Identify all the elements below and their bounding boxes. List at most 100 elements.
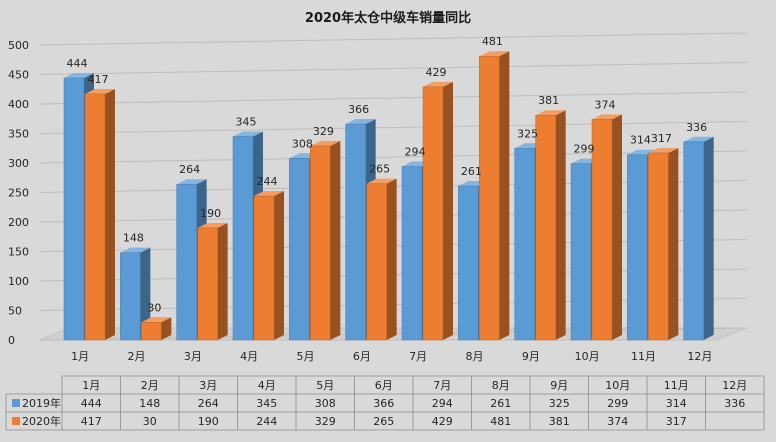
data-label: 264 [179, 163, 200, 176]
x-tick-label: 2月 [128, 350, 146, 363]
bar-front [253, 195, 275, 341]
data-label: 381 [538, 94, 559, 107]
bar [422, 81, 453, 341]
table-value-cell: 325 [549, 397, 570, 410]
y-tick-label: 0 [8, 334, 15, 347]
data-label: 190 [200, 207, 221, 220]
bar [141, 317, 172, 341]
bar-front [627, 154, 648, 341]
bar-front [310, 145, 331, 341]
table-value-cell: 190 [198, 415, 219, 428]
bar-front [535, 114, 556, 341]
x-tick-label: 10月 [575, 350, 600, 363]
bar-side [105, 88, 115, 340]
bar [683, 136, 714, 341]
gridline [39, 121, 747, 134]
x-tick-label: 1月 [71, 350, 89, 363]
bar-side [386, 178, 397, 340]
data-label: 325 [517, 127, 538, 140]
y-tick-label: 400 [8, 98, 29, 111]
data-label: 314 [630, 134, 651, 147]
bar-front [479, 55, 500, 341]
legend-swatch [12, 417, 20, 425]
y-tick-label: 450 [8, 69, 29, 82]
bar-front [84, 93, 106, 341]
bar-side [612, 114, 622, 340]
bar-top [176, 179, 207, 185]
table-value-cell: 148 [139, 397, 160, 410]
bar-top [64, 73, 94, 79]
data-label: 294 [405, 146, 426, 159]
table-value-cell: 481 [490, 415, 511, 428]
gridline [39, 32, 747, 46]
table-value-cell: 244 [256, 415, 277, 428]
bar-top [120, 247, 151, 253]
y-tick-label: 250 [8, 187, 29, 200]
legend-entry: 2020年 [22, 414, 61, 428]
bar [366, 178, 397, 341]
data-label: 481 [482, 35, 503, 48]
bar-front [570, 163, 592, 341]
bar-top [479, 51, 510, 57]
bar-top [366, 178, 397, 184]
data-label: 244 [257, 175, 278, 188]
y-tick-label: 200 [8, 216, 29, 229]
bar-top [197, 222, 228, 228]
table-value-cell: 261 [490, 397, 511, 410]
bar [197, 222, 228, 341]
bar-top [648, 147, 679, 153]
y-tick-label: 100 [8, 275, 29, 288]
table-value-cell: 429 [432, 415, 453, 428]
table-header-cell: 12月 [722, 379, 747, 392]
table-header-cell: 1月 [82, 379, 100, 392]
data-label: 366 [348, 103, 369, 116]
bar-front [401, 166, 423, 341]
table-value-cell: 366 [373, 397, 394, 410]
bar-front [366, 183, 387, 341]
bar [84, 88, 115, 341]
bar-front [458, 185, 479, 341]
bar-top [141, 317, 172, 323]
data-label: 417 [88, 73, 109, 86]
bar-side [703, 136, 714, 340]
legend-entry: 2019年 [22, 396, 61, 410]
table-header-cell: 6月 [375, 379, 393, 392]
table-value-cell: 317 [666, 415, 687, 428]
y-axis-ticks: 0 50 100 150 200 250 300 350 400 450 500 [8, 39, 29, 347]
table-header-cell: 10月 [605, 379, 630, 392]
bar-side [274, 191, 284, 340]
table-value-cell: 345 [256, 397, 277, 410]
bar-top [254, 191, 284, 197]
data-label: 329 [313, 125, 334, 138]
table-value-cell: 299 [607, 397, 628, 410]
x-tick-label: 4月 [240, 350, 258, 363]
data-label: 148 [123, 232, 144, 245]
bar-side [161, 317, 172, 340]
table-header-cell: 8月 [492, 379, 510, 392]
table-value-cell: 444 [81, 397, 102, 410]
bars [63, 51, 714, 341]
bar [648, 147, 679, 341]
bar-front [289, 158, 310, 341]
bar-side [668, 147, 679, 340]
table-header-cell: 9月 [550, 379, 568, 392]
table-value-cell: 336 [724, 397, 745, 410]
data-label: 265 [369, 163, 390, 176]
bar-top [592, 114, 622, 120]
bar-top [85, 88, 115, 94]
chart-title: 2020年太仓中级车销量同比 [305, 10, 471, 26]
y-tick-label: 300 [8, 157, 29, 170]
data-label: 261 [461, 165, 482, 178]
bar-front [591, 119, 613, 341]
bar-front [345, 123, 366, 341]
table-value-cell: 329 [315, 415, 336, 428]
bar-front [514, 148, 535, 341]
y-tick-label: 500 [8, 39, 29, 52]
bar [253, 191, 284, 341]
bar-side [499, 51, 510, 341]
data-label: 299 [574, 143, 595, 156]
bar-front [197, 227, 218, 341]
data-label: 374 [595, 98, 616, 111]
